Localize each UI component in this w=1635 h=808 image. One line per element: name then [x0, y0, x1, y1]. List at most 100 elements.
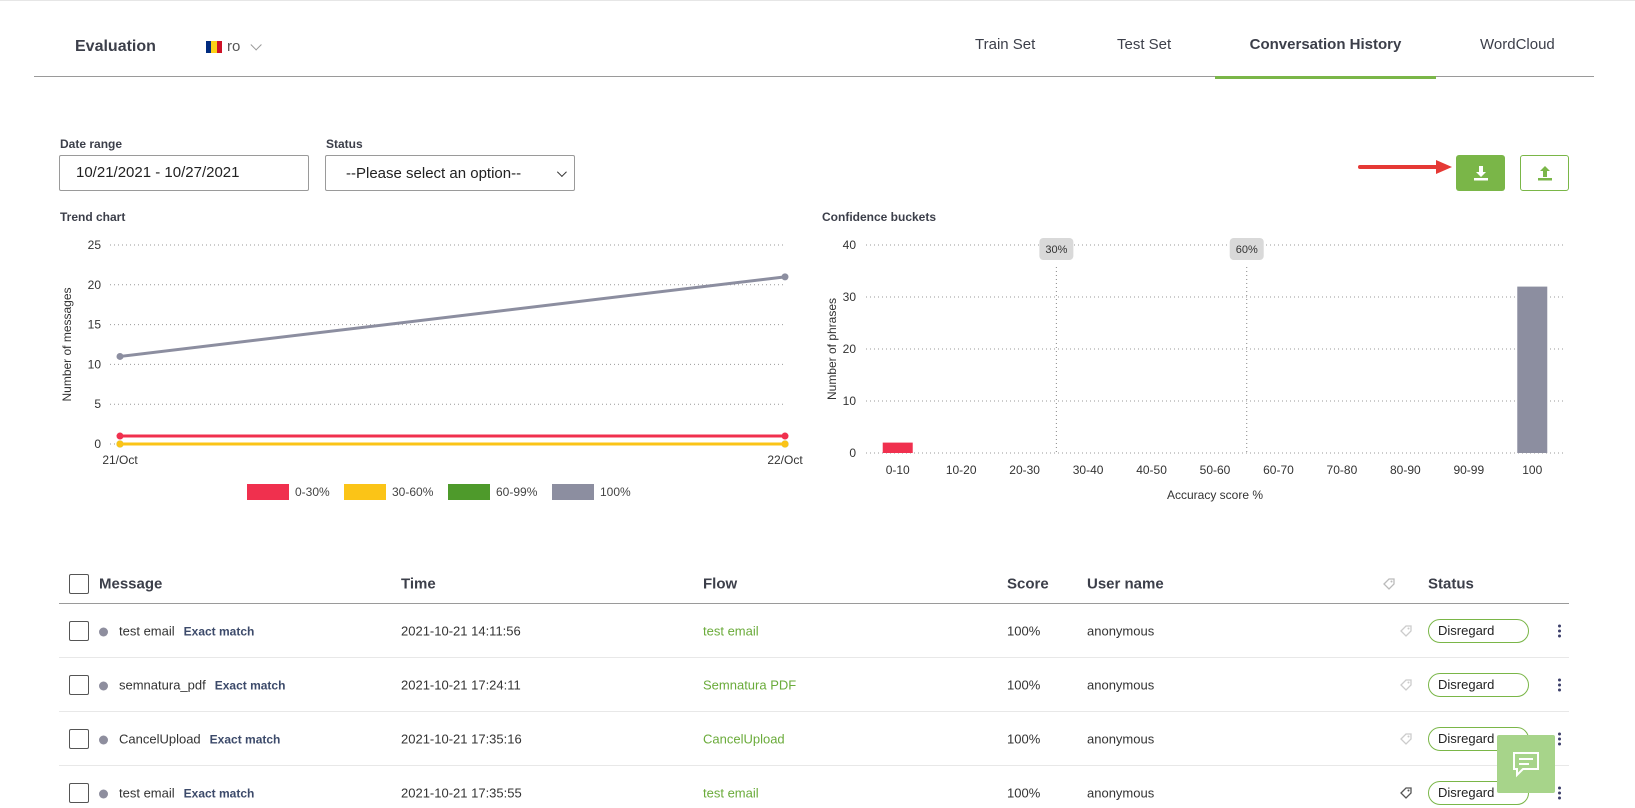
y-tick-label: 10	[843, 394, 857, 408]
download-icon	[1473, 166, 1488, 181]
tab-label: WordCloud	[1480, 36, 1555, 53]
row-checkbox[interactable]	[69, 728, 89, 749]
tag-icon[interactable]	[1399, 624, 1413, 638]
x-tick-label: 21/Oct	[102, 453, 138, 467]
y-axis-label: Number of messages	[60, 287, 74, 401]
x-axis-label: Accuracy score %	[1167, 488, 1263, 502]
status-dropdown[interactable]: Disregard	[1428, 618, 1529, 643]
tab-label: Train Set	[975, 36, 1036, 53]
tab-wordcloud[interactable]: WordCloud	[1480, 36, 1570, 77]
y-tick-label: 0	[849, 446, 856, 460]
more-options-icon[interactable]	[1556, 786, 1562, 799]
chat-button[interactable]	[1497, 735, 1555, 793]
data-point	[116, 440, 124, 448]
bar	[882, 442, 913, 453]
flow-link[interactable]: Semnatura PDF	[703, 677, 797, 692]
match-type-link[interactable]: Exact match	[183, 786, 255, 800]
more-options-icon[interactable]	[1556, 732, 1562, 745]
table-header: Message Time Flow Score User name Status	[59, 565, 1569, 604]
status-select[interactable]: --Please select an option--	[325, 155, 575, 191]
column-flow[interactable]: Flow	[703, 575, 738, 593]
page-header: Evaluation ro Train Set Test Set Convers…	[34, 0, 1594, 79]
status-dot	[99, 681, 108, 691]
threshold-label: 30%	[1045, 244, 1067, 256]
message-cell: test email Exact match	[99, 785, 254, 800]
score-cell: 100%	[1007, 623, 1041, 638]
y-tick-label: 40	[843, 238, 857, 252]
language-selector[interactable]: ro	[206, 38, 263, 55]
column-status[interactable]: Status	[1428, 575, 1474, 593]
chevron-down-icon	[556, 166, 567, 177]
upload-icon	[1537, 166, 1552, 181]
status-dropdown[interactable]: Disregard	[1428, 672, 1529, 697]
x-tick-label: 60-70	[1263, 463, 1294, 477]
x-tick-label: 22/Oct	[767, 453, 803, 467]
x-tick-label: 40-50	[1136, 463, 1167, 477]
more-options-icon[interactable]	[1556, 624, 1562, 637]
legend-label: 30-60%	[392, 485, 434, 499]
tag-icon[interactable]	[1399, 732, 1413, 746]
tab-label: Test Set	[1117, 36, 1172, 53]
tab-test-set[interactable]: Test Set	[1117, 36, 1197, 77]
page-title: Evaluation	[75, 38, 156, 55]
tab-train-set[interactable]: Train Set	[975, 36, 1055, 77]
download-button[interactable]	[1456, 155, 1505, 191]
row-checkbox[interactable]	[69, 674, 89, 695]
column-user-name[interactable]: User name	[1087, 575, 1164, 593]
score-cell: 100%	[1007, 677, 1041, 692]
date-range-label: Date range	[60, 137, 123, 151]
time-cell: 2021-10-21 17:35:16	[401, 731, 522, 746]
status-dot	[99, 735, 108, 745]
tag-icon[interactable]	[1399, 786, 1413, 800]
x-tick-label: 70-80	[1327, 463, 1358, 477]
x-tick-label: 20-30	[1009, 463, 1040, 477]
bucket-chart-title: Confidence buckets	[822, 210, 937, 224]
upload-button[interactable]	[1520, 155, 1569, 191]
flow-link[interactable]: test email	[703, 785, 759, 800]
legend-swatch	[448, 484, 490, 500]
row-checkbox[interactable]	[69, 620, 89, 641]
more-options-icon[interactable]	[1556, 678, 1562, 691]
x-tick-label: 30-40	[1073, 463, 1104, 477]
message-cell: semnatura_pdf Exact match	[99, 677, 285, 692]
user-name-cell: anonymous	[1087, 623, 1155, 638]
row-checkbox[interactable]	[69, 782, 89, 803]
chevron-down-icon	[250, 38, 263, 51]
score-cell: 100%	[1007, 731, 1041, 746]
x-tick-label: 80-90	[1390, 463, 1421, 477]
tab-label: Conversation History	[1249, 36, 1402, 53]
flow-link[interactable]: test email	[703, 623, 759, 638]
date-range-input[interactable]: 10/21/2021 - 10/27/2021	[59, 155, 309, 191]
status-select-value: --Please select an option--	[346, 164, 522, 182]
flow-link[interactable]: CancelUpload	[703, 731, 785, 746]
language-label: ro	[227, 38, 241, 55]
status-dot	[99, 627, 108, 637]
column-time[interactable]: Time	[401, 575, 436, 593]
legend-swatch	[552, 484, 594, 500]
match-type-link[interactable]: Exact match	[183, 624, 255, 638]
match-type-link[interactable]: Exact match	[214, 678, 286, 692]
y-tick-label: 5	[94, 397, 101, 411]
y-tick-label: 30	[843, 290, 857, 304]
table-row: test email Exact match 2021-10-21 14:11:5…	[59, 604, 1569, 658]
tab-conversation-history[interactable]: Conversation History	[1215, 36, 1436, 79]
message-text: test email	[119, 785, 175, 800]
confidence-buckets-chart: Number of phrases 0 10 20 30 40 30% 60% 0-10 10-2…	[825, 238, 1564, 502]
column-message[interactable]: Message	[99, 575, 163, 593]
table-row: test email Exact match 2021-10-21 17:35:5…	[59, 766, 1569, 808]
threshold-badge	[1229, 238, 1264, 260]
data-point	[781, 440, 789, 448]
user-name-cell: anonymous	[1087, 677, 1155, 692]
tag-icon[interactable]	[1399, 678, 1413, 692]
match-type-link[interactable]: Exact match	[209, 732, 281, 746]
x-tick-label: 0-10	[886, 463, 910, 477]
column-score[interactable]: Score	[1007, 575, 1049, 593]
legend-label: 100%	[600, 485, 631, 499]
x-tick-label: 50-60	[1200, 463, 1231, 477]
romania-flag-icon	[206, 40, 222, 53]
y-tick-label: 0	[94, 437, 101, 451]
message-text: test email	[119, 623, 175, 638]
select-all-checkbox[interactable]	[69, 574, 89, 594]
message-text: semnatura_pdf	[119, 677, 206, 692]
time-cell: 2021-10-21 14:11:56	[401, 623, 521, 638]
